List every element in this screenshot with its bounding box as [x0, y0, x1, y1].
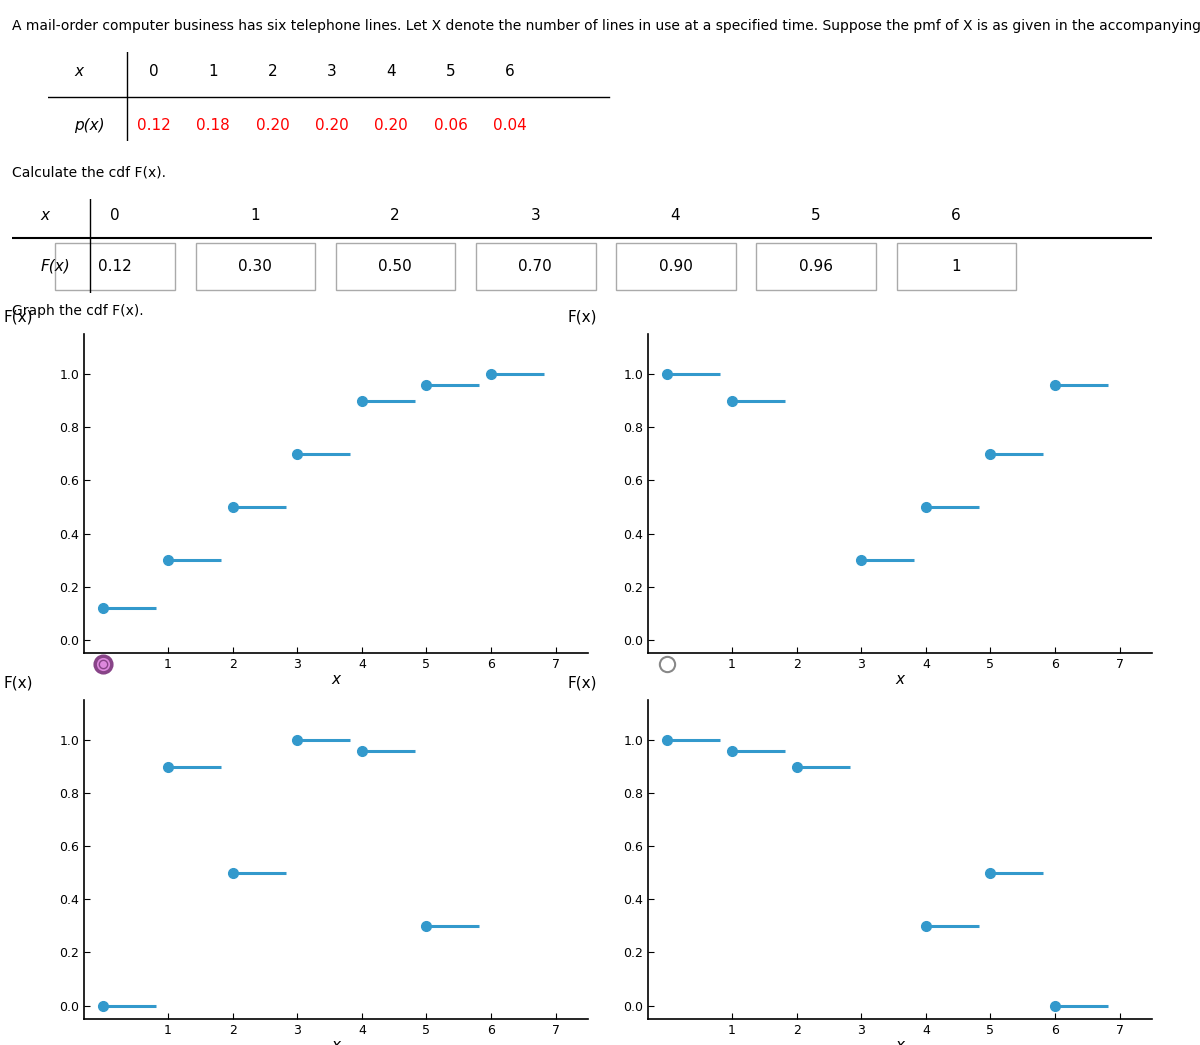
Text: 6: 6	[952, 208, 961, 223]
Text: 0.70: 0.70	[518, 259, 552, 274]
Text: 1: 1	[208, 65, 218, 79]
X-axis label: x: x	[895, 1038, 905, 1045]
Text: 0.12: 0.12	[97, 259, 132, 274]
Text: 2: 2	[390, 208, 400, 223]
Text: 0.90: 0.90	[659, 259, 692, 274]
Text: x: x	[41, 208, 49, 223]
Text: p(x): p(x)	[74, 118, 106, 133]
Text: 0.04: 0.04	[493, 118, 527, 133]
Text: 1: 1	[952, 259, 961, 274]
X-axis label: x: x	[895, 672, 905, 688]
FancyBboxPatch shape	[896, 242, 1016, 289]
X-axis label: x: x	[331, 1038, 341, 1045]
Text: Calculate the cdf F(x).: Calculate the cdf F(x).	[12, 165, 166, 180]
Text: 4: 4	[386, 65, 396, 79]
Text: 0.30: 0.30	[238, 259, 271, 274]
Text: 0: 0	[149, 65, 158, 79]
Text: 6: 6	[505, 65, 515, 79]
Text: 5: 5	[445, 65, 456, 79]
Text: 0.20: 0.20	[314, 118, 349, 133]
Text: F(x): F(x)	[41, 259, 71, 274]
Text: 0.06: 0.06	[433, 118, 468, 133]
Text: 0.20: 0.20	[374, 118, 408, 133]
Y-axis label: F(x): F(x)	[4, 675, 34, 691]
Text: 1: 1	[250, 208, 259, 223]
Text: 0.96: 0.96	[799, 259, 833, 274]
Y-axis label: F(x): F(x)	[4, 309, 34, 325]
FancyBboxPatch shape	[55, 242, 175, 289]
Text: x: x	[74, 65, 84, 79]
Text: 3: 3	[530, 208, 540, 223]
FancyBboxPatch shape	[756, 242, 876, 289]
Text: Graph the cdf F(x).: Graph the cdf F(x).	[12, 304, 144, 319]
Text: 0.12: 0.12	[137, 118, 170, 133]
Text: 0.20: 0.20	[256, 118, 289, 133]
Text: A mail-order computer business has six telephone lines. Let X denote the number : A mail-order computer business has six t…	[12, 19, 1200, 33]
Text: 2: 2	[268, 65, 277, 79]
FancyBboxPatch shape	[336, 242, 456, 289]
Y-axis label: F(x): F(x)	[568, 309, 598, 325]
Text: 4: 4	[671, 208, 680, 223]
Text: 3: 3	[326, 65, 337, 79]
Text: 5: 5	[811, 208, 821, 223]
Y-axis label: F(x): F(x)	[568, 675, 598, 691]
Text: 0: 0	[109, 208, 120, 223]
FancyBboxPatch shape	[617, 242, 736, 289]
X-axis label: x: x	[331, 672, 341, 688]
Text: 0.50: 0.50	[378, 259, 412, 274]
FancyBboxPatch shape	[476, 242, 595, 289]
Text: 0.18: 0.18	[196, 118, 230, 133]
FancyBboxPatch shape	[196, 242, 316, 289]
